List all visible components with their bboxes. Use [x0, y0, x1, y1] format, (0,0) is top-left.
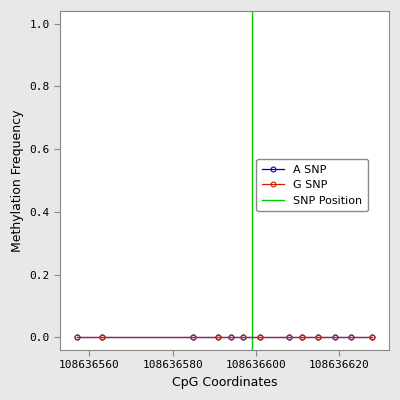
G SNP [370, 335, 375, 340]
A SNP [370, 335, 375, 340]
A SNP [332, 335, 337, 340]
X-axis label: CpG Coordinates: CpG Coordinates [172, 376, 277, 389]
A SNP [191, 335, 196, 340]
A SNP [316, 335, 320, 340]
A SNP [299, 335, 304, 340]
G SNP [241, 335, 246, 340]
G SNP [228, 335, 233, 340]
G SNP [332, 335, 337, 340]
G SNP [100, 335, 104, 340]
Legend: A SNP, G SNP, SNP Position: A SNP, G SNP, SNP Position [256, 159, 368, 211]
G SNP [74, 335, 79, 340]
G SNP [216, 335, 221, 340]
Line: A SNP: A SNP [74, 335, 375, 340]
G SNP [258, 335, 262, 340]
Y-axis label: Methylation Frequency: Methylation Frequency [11, 109, 24, 252]
G SNP [316, 335, 320, 340]
A SNP [74, 335, 79, 340]
G SNP [299, 335, 304, 340]
A SNP [228, 335, 233, 340]
Line: G SNP: G SNP [74, 335, 375, 340]
A SNP [241, 335, 246, 340]
G SNP [191, 335, 196, 340]
A SNP [349, 335, 354, 340]
A SNP [258, 335, 262, 340]
A SNP [287, 335, 292, 340]
G SNP [287, 335, 292, 340]
A SNP [216, 335, 221, 340]
A SNP [100, 335, 104, 340]
G SNP [349, 335, 354, 340]
